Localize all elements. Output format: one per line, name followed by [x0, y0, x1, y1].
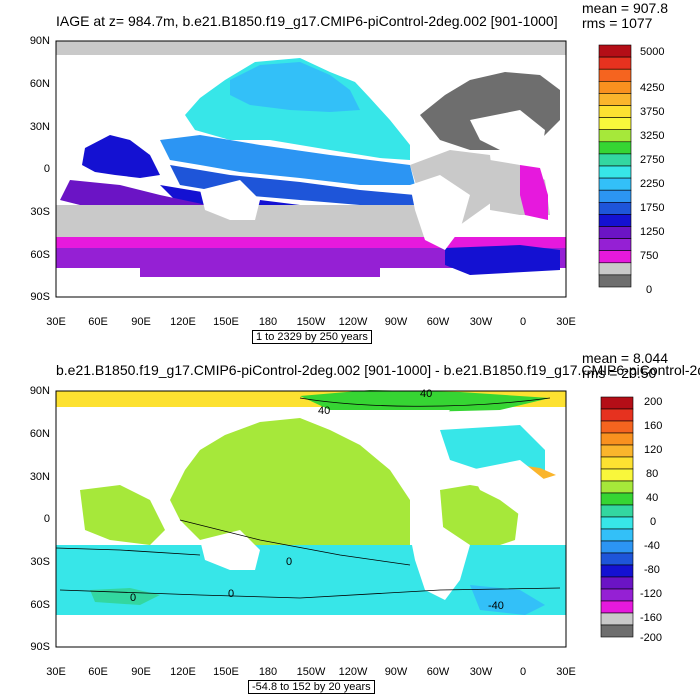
panel-iage-difference-map: b.e21.B1850.f19_g17.CMIP6-piControl-2deg… — [0, 350, 700, 700]
lon-tick-label: 150E — [213, 316, 239, 328]
lat-tick-label: 30N — [29, 121, 50, 133]
land-mask — [56, 55, 566, 297]
land-mask — [56, 407, 566, 647]
rms-stat: rms = 1077 — [582, 15, 653, 31]
lon-tick-label: 90W — [384, 316, 408, 328]
lon-tick-label: 30W — [469, 316, 493, 328]
rms-stat: rms = 20.50 — [582, 365, 657, 381]
lon-tick-label: 30W — [469, 666, 493, 678]
colorbar-label: 750 — [640, 250, 659, 262]
colorbar-label: -80 — [644, 564, 660, 576]
lat-tick-label: 0 — [43, 163, 50, 175]
lon-tick-label: 60E — [88, 316, 108, 328]
lon-tick-label: 0 — [519, 316, 527, 328]
lat-tick-label: 30S — [30, 206, 50, 218]
panel-iage-map: IAGE at z= 984.7m, b.e21.B1850.f19_g17.C… — [29, 0, 669, 344]
contour-label: -40 — [488, 600, 504, 612]
colorbar-label: 2250 — [640, 178, 665, 190]
colorbar-label: 200 — [644, 396, 663, 408]
lat-tick-label: 90S — [30, 291, 50, 303]
contour-label: 40 — [420, 388, 433, 400]
colorbar-label: 0 — [650, 516, 657, 528]
lat-tick-label: 0 — [43, 513, 50, 525]
colorbar-label: -40 — [644, 540, 660, 552]
lon-tick-label: 120E — [170, 316, 196, 328]
lon-tick-label: 150W — [296, 666, 326, 678]
lat-tick-label: 90N — [29, 35, 50, 47]
colorbar-label: 0 — [646, 284, 653, 296]
contour-label: 0 — [228, 588, 235, 600]
colorbar-label: 1750 — [640, 202, 665, 214]
lon-tick-label: 120W — [338, 316, 368, 328]
contour-lines — [55, 397, 561, 599]
lon-tick-label: 60W — [426, 666, 450, 678]
colorbar-label: 4250 — [640, 82, 665, 94]
lon-tick-label: 180 — [258, 666, 278, 678]
lon-tick-label: 30E — [46, 316, 66, 328]
lon-tick-label: 30E — [556, 666, 576, 678]
colorbar-label: 2750 — [640, 154, 665, 166]
colorbar-label: -160 — [640, 612, 663, 624]
colorbar-label: 1250 — [640, 226, 665, 238]
contour-range-label: -54.8 to 152 by 20 years — [248, 680, 375, 694]
mean-stat: mean = 907.8 — [582, 0, 669, 16]
lon-tick-label: 30E — [46, 666, 66, 678]
lon-tick-label: 150E — [213, 666, 239, 678]
lat-tick-label: 90S — [30, 641, 50, 653]
mean-stat: mean = 8.044 — [582, 350, 669, 366]
map-plot — [55, 390, 567, 648]
lon-tick-label: 90E — [131, 666, 151, 678]
colorbar-label: 3750 — [640, 106, 665, 118]
ocean-field — [56, 390, 566, 615]
lon-tick-label: 0 — [519, 666, 527, 678]
panel-title: b.e21.B1850.f19_g17.CMIP6-piControl-2deg… — [56, 362, 700, 378]
lat-tick-label: 30S — [30, 556, 50, 568]
panel-title: IAGE at z= 984.7m, b.e21.B1850.f19_g17.C… — [56, 13, 558, 29]
lon-tick-label: 180 — [258, 316, 278, 328]
colorbar-label: 160 — [644, 420, 663, 432]
contour-range-label: 1 to 2329 by 250 years — [252, 330, 372, 344]
colorbar-label: 5000 — [640, 46, 665, 58]
lon-tick-label: 30E — [556, 316, 576, 328]
lon-tick-label: 150W — [296, 316, 326, 328]
lon-tick-label: 90W — [384, 666, 408, 678]
lon-tick-label: 60W — [426, 316, 450, 328]
colorbar-label: 120 — [644, 444, 663, 456]
lat-tick-label: 60S — [30, 599, 50, 611]
lat-tick-label: 30N — [29, 471, 50, 483]
colorbar-label: 40 — [646, 492, 659, 504]
lon-tick-label: 120E — [170, 666, 196, 678]
lat-tick-label: 90N — [29, 385, 50, 397]
lat-tick-label: 60S — [30, 249, 50, 261]
contour-label: 40 — [318, 405, 331, 417]
lon-tick-label: 60E — [88, 666, 108, 678]
colorbar-label: -120 — [640, 588, 663, 600]
colorbar-label: 3250 — [640, 130, 665, 142]
contour-label: 0 — [286, 556, 293, 568]
colorbar-label: 80 — [646, 468, 659, 480]
lat-tick-label: 60N — [29, 78, 50, 90]
contour-label: 0 — [130, 592, 137, 604]
lon-tick-label: 90E — [131, 316, 151, 328]
map-plot — [55, 40, 567, 298]
lat-tick-label: 60N — [29, 428, 50, 440]
lon-tick-label: 120W — [338, 666, 368, 678]
ocean-field — [56, 41, 566, 277]
colorbar-label: -200 — [640, 632, 663, 644]
